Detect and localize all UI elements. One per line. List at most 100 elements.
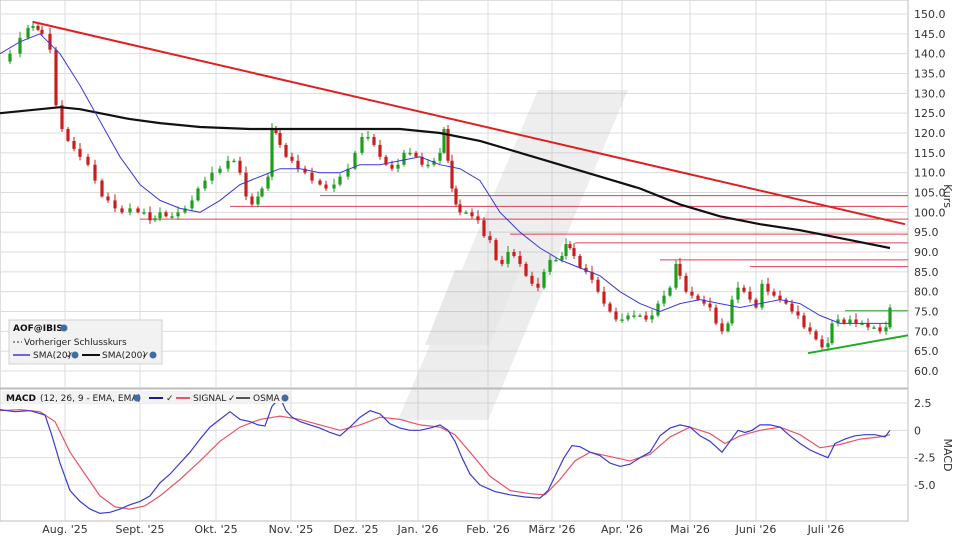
candle-body bbox=[702, 299, 706, 304]
candle-body bbox=[778, 295, 782, 300]
macd-settings-icon[interactable] bbox=[133, 394, 141, 402]
candle-body bbox=[608, 303, 612, 312]
candle-body bbox=[270, 129, 274, 177]
candle-body bbox=[614, 311, 618, 320]
candle-body bbox=[226, 160, 230, 169]
sma200-check-icon[interactable]: ✓ bbox=[142, 351, 150, 361]
candle-body bbox=[518, 255, 522, 264]
candle-body bbox=[244, 172, 248, 197]
price-tick-label: 110.0 bbox=[914, 167, 946, 180]
candle-body bbox=[218, 168, 222, 173]
candle-body bbox=[796, 311, 800, 316]
price-tick-label: 95.0 bbox=[914, 226, 939, 239]
candle-body bbox=[232, 160, 236, 163]
candle-body bbox=[54, 49, 58, 106]
sma20-settings-icon[interactable] bbox=[71, 351, 79, 359]
candle-body bbox=[644, 315, 648, 320]
sma200-settings-icon[interactable] bbox=[149, 351, 157, 359]
candle-body bbox=[366, 136, 370, 139]
candle-body bbox=[203, 180, 207, 189]
candle-body bbox=[31, 25, 35, 28]
price-tick-label: 65.0 bbox=[914, 345, 939, 358]
sma20-check-icon[interactable]: ✓ bbox=[66, 351, 74, 361]
candle-body bbox=[720, 323, 724, 332]
candle-body bbox=[760, 283, 764, 308]
candle-body bbox=[730, 299, 734, 324]
price-tick-label: 125.0 bbox=[914, 107, 946, 120]
x-tick-label: Nov. '25 bbox=[269, 523, 314, 536]
candle-body bbox=[414, 152, 418, 157]
price-tick-label: 105.0 bbox=[914, 187, 946, 200]
candle-body bbox=[36, 25, 40, 30]
candle-body bbox=[826, 343, 830, 348]
legend-signal: SIGNAL bbox=[193, 394, 226, 404]
candle-body bbox=[568, 244, 572, 249]
candle-body bbox=[284, 144, 288, 157]
symbol-info-icon[interactable] bbox=[60, 324, 68, 332]
candle-body bbox=[678, 263, 682, 276]
candle-body bbox=[542, 271, 546, 288]
candle-body bbox=[656, 303, 660, 316]
price-tick-label: 85.0 bbox=[914, 266, 939, 279]
price-legend: AOF@IBIS Vorheriger Schlusskurs SMA(20) … bbox=[8, 319, 163, 365]
macd-panel bbox=[0, 388, 909, 522]
sma20-line bbox=[0, 33, 890, 324]
candle-body bbox=[153, 218, 157, 221]
price-tick-label: 130.0 bbox=[914, 87, 946, 100]
x-tick-label: Dez. '25 bbox=[333, 523, 378, 536]
macd-check-icon[interactable]: ✓ bbox=[166, 394, 174, 404]
x-tick-label: März '26 bbox=[528, 523, 575, 536]
candle-body bbox=[426, 164, 430, 167]
candle-body bbox=[303, 168, 307, 173]
candle-body bbox=[378, 144, 382, 157]
candle-body bbox=[808, 327, 812, 332]
macd-line bbox=[0, 396, 891, 515]
candle-body bbox=[93, 164, 97, 181]
candle-body bbox=[742, 287, 746, 292]
sma200-line bbox=[0, 106, 891, 250]
candle-body bbox=[500, 259, 504, 264]
candle-body bbox=[476, 216, 480, 221]
candle-body bbox=[494, 240, 498, 260]
price-tick-label: 145.0 bbox=[914, 28, 946, 41]
candle-body bbox=[18, 37, 22, 54]
candle-body bbox=[402, 152, 406, 165]
candle-body bbox=[136, 208, 140, 213]
signal-check-icon[interactable]: ✓ bbox=[228, 394, 236, 404]
candle-body bbox=[884, 327, 888, 332]
candle-body bbox=[772, 291, 776, 296]
candle-body bbox=[464, 212, 468, 214]
candle-body bbox=[790, 303, 794, 312]
candle-body bbox=[866, 323, 870, 328]
x-tick-label: Apr. '26 bbox=[601, 523, 643, 536]
price-axis-title: Kurs bbox=[941, 184, 954, 208]
osma-settings-icon[interactable] bbox=[281, 394, 289, 402]
candle-body bbox=[626, 315, 630, 320]
candle-body bbox=[638, 315, 642, 317]
x-axis: Aug. '25 Sept. '25 Okt. '25 Nov. '25 Dez. '2… bbox=[42, 523, 844, 536]
candle-body bbox=[748, 291, 752, 300]
candle-body bbox=[726, 323, 730, 332]
legend-symbol: AOF@IBIS bbox=[13, 324, 63, 334]
candle-body bbox=[684, 275, 688, 292]
downtrend-line bbox=[32, 20, 906, 226]
candle-body bbox=[530, 275, 534, 284]
candle-body bbox=[266, 176, 270, 189]
candle-body bbox=[190, 200, 194, 209]
candle-body bbox=[872, 327, 876, 329]
candle-body bbox=[662, 295, 666, 304]
candle-body bbox=[60, 105, 64, 130]
candle-body bbox=[142, 212, 146, 214]
candle-body bbox=[384, 156, 388, 165]
price-tick-label: 140.0 bbox=[914, 48, 946, 61]
macd-axis-title: MACD bbox=[941, 439, 954, 472]
candle-body bbox=[830, 323, 834, 344]
candle-body bbox=[372, 136, 376, 145]
candle-body bbox=[296, 160, 300, 169]
candle-body bbox=[106, 196, 110, 201]
candle-body bbox=[48, 33, 52, 50]
candle-body bbox=[40, 29, 44, 34]
candle-body bbox=[714, 307, 718, 324]
candle-body bbox=[290, 156, 294, 161]
